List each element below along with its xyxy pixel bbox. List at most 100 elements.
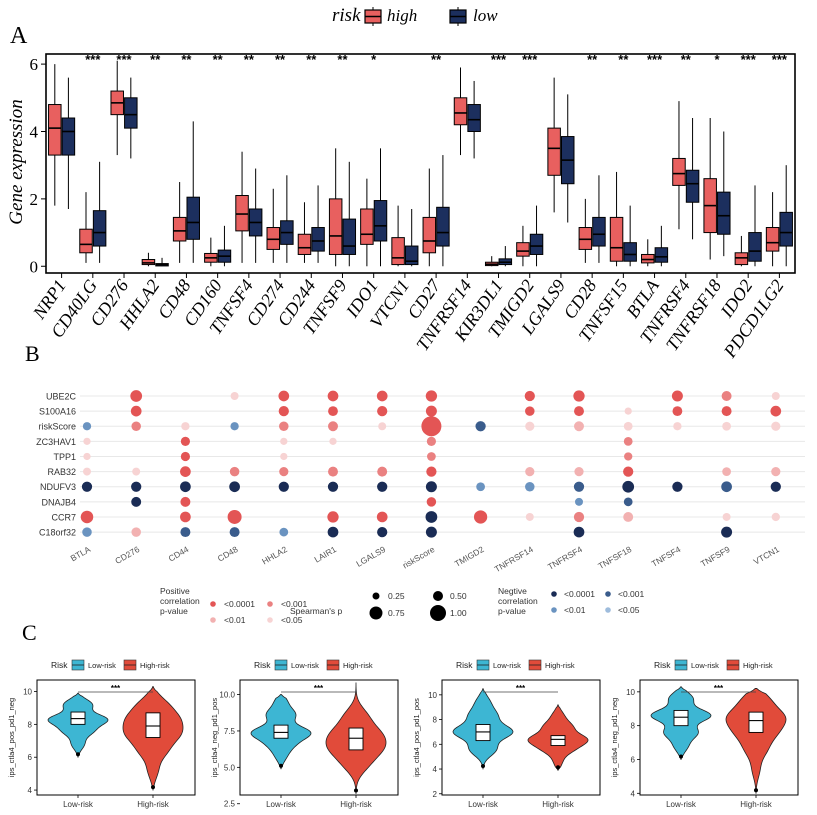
violin-ylabel: ips_ctla4_pos_pd1_pos [412, 698, 421, 777]
box-low [654, 247, 669, 263]
col-label: CD44 [167, 544, 191, 564]
gene-group-cd28: CD28** [559, 52, 606, 323]
pos-legend-title-line: correlation [160, 596, 200, 606]
pos-legend-dot [267, 601, 273, 607]
violin-x-label: Low-risk [468, 800, 499, 809]
correlation-dot [327, 526, 339, 538]
neg-legend-dot [605, 591, 611, 597]
box-high [422, 216, 437, 254]
correlation-dot [377, 526, 388, 538]
correlation-dot [378, 422, 387, 431]
gene-group-cd27: CD27** [403, 52, 450, 323]
plot-background [80, 383, 805, 545]
col-label: riskScore [401, 544, 437, 571]
correlation-dot [180, 527, 191, 538]
violin-outlier [556, 765, 560, 770]
correlation-dot [426, 497, 437, 507]
violin-y-tick-label: 10.0 [219, 691, 235, 700]
significance-label: ** [213, 52, 224, 67]
neg-legend-label: <0.0001 [564, 589, 595, 599]
col-label: TNFSF18 [596, 544, 633, 571]
correlation-dot [229, 481, 240, 493]
col-label: CD276 [113, 544, 141, 566]
box-high [141, 259, 156, 266]
correlation-dot [623, 466, 634, 477]
col-label: TMIGD2 [453, 544, 486, 569]
box-low [717, 191, 731, 235]
panel-a-ylabel: Gene expression [6, 99, 27, 224]
row-label: NDUFV3 [40, 482, 76, 492]
col-label: TNFRSF14 [493, 544, 535, 574]
pos-legend-label: <0.0001 [224, 599, 255, 609]
correlation-dot [573, 390, 585, 402]
violin-outlier [76, 752, 80, 757]
correlation-dot [525, 481, 535, 492]
correlation-dot [181, 422, 190, 431]
correlation-dot [425, 481, 437, 493]
correlation-dot [377, 466, 388, 477]
violin-x-label: High-risk [740, 800, 773, 809]
y-tick-label: 4 [30, 122, 39, 141]
significance-label: ** [150, 52, 161, 67]
correlation-dot [525, 421, 535, 431]
neg-legend-dot [551, 607, 557, 613]
violin-plot-1: Risk Low-risk High-risk 4 6 8 10 ips_ctla4_pos_… [7, 659, 196, 809]
neg-legend-dot [551, 591, 557, 597]
neg-legend-dot [605, 607, 611, 613]
box-high [266, 227, 281, 250]
size-legend-label: 0.25 [388, 591, 405, 601]
correlation-dot [427, 452, 436, 461]
col-label: TNFSF4 [650, 544, 683, 569]
correlation-dot [327, 511, 339, 523]
significance-label: *** [647, 52, 663, 67]
violin-shape-high [725, 688, 787, 794]
pos-legend-label: <0.05 [281, 615, 303, 625]
violin-legend-high-label: High-risk [140, 661, 170, 670]
box-low [373, 200, 388, 242]
violin-legend-high-label: High-risk [743, 661, 773, 670]
correlation-dot [329, 437, 337, 445]
col-label: CD48 [216, 544, 240, 564]
correlation-dot [721, 391, 732, 401]
size-legend-title: Spearman's p [290, 606, 342, 616]
col-label: TNFSF9 [699, 544, 732, 569]
correlation-dot [671, 390, 683, 402]
significance-label: ** [306, 52, 317, 67]
correlation-dot [180, 481, 191, 493]
box-high [297, 233, 312, 255]
violin-legend-title: Risk [51, 660, 68, 670]
col-label: BTLA [69, 544, 93, 563]
correlation-dot [180, 511, 191, 523]
violin-legend-high-label: High-risk [545, 661, 575, 670]
violin-y-tick-label: 8 [433, 716, 438, 725]
violin-outlier [481, 764, 485, 769]
row-label: CCR7 [51, 512, 76, 522]
size-legend-label: 0.75 [388, 608, 405, 618]
panel-b-dotplot: UBE2C S100A16 riskScore ZC3HAV1 TPP1 RAB32 NDU… [36, 383, 805, 574]
correlation-dot [328, 406, 338, 417]
box-high [328, 198, 343, 255]
correlation-dot [525, 512, 534, 521]
correlation-dot [180, 466, 191, 477]
y-tick-label: 2 [30, 190, 39, 209]
significance-label: *** [714, 684, 724, 693]
violin-ylabel: ips_ctla4_pos_pd1_neg [7, 698, 16, 777]
significance-label: ** [337, 52, 348, 67]
violin-legend-high-label: High-risk [343, 661, 373, 670]
correlation-dot [131, 496, 142, 507]
significance-label: ** [275, 52, 286, 67]
correlation-dot [180, 496, 191, 507]
pos-legend-title-line: Positive [160, 586, 190, 596]
box-low [186, 196, 200, 240]
y-tick-label: 6 [30, 55, 39, 74]
box-high [391, 237, 405, 266]
correlation-dot [131, 527, 141, 537]
correlation-dot [130, 390, 143, 402]
correlation-dot [525, 467, 535, 477]
correlation-dot [327, 481, 339, 492]
correlation-dot [476, 482, 485, 492]
box-high [765, 227, 780, 252]
violin-shape-low [47, 692, 109, 758]
correlation-dot [623, 497, 633, 507]
size-legend-dot [369, 606, 383, 620]
